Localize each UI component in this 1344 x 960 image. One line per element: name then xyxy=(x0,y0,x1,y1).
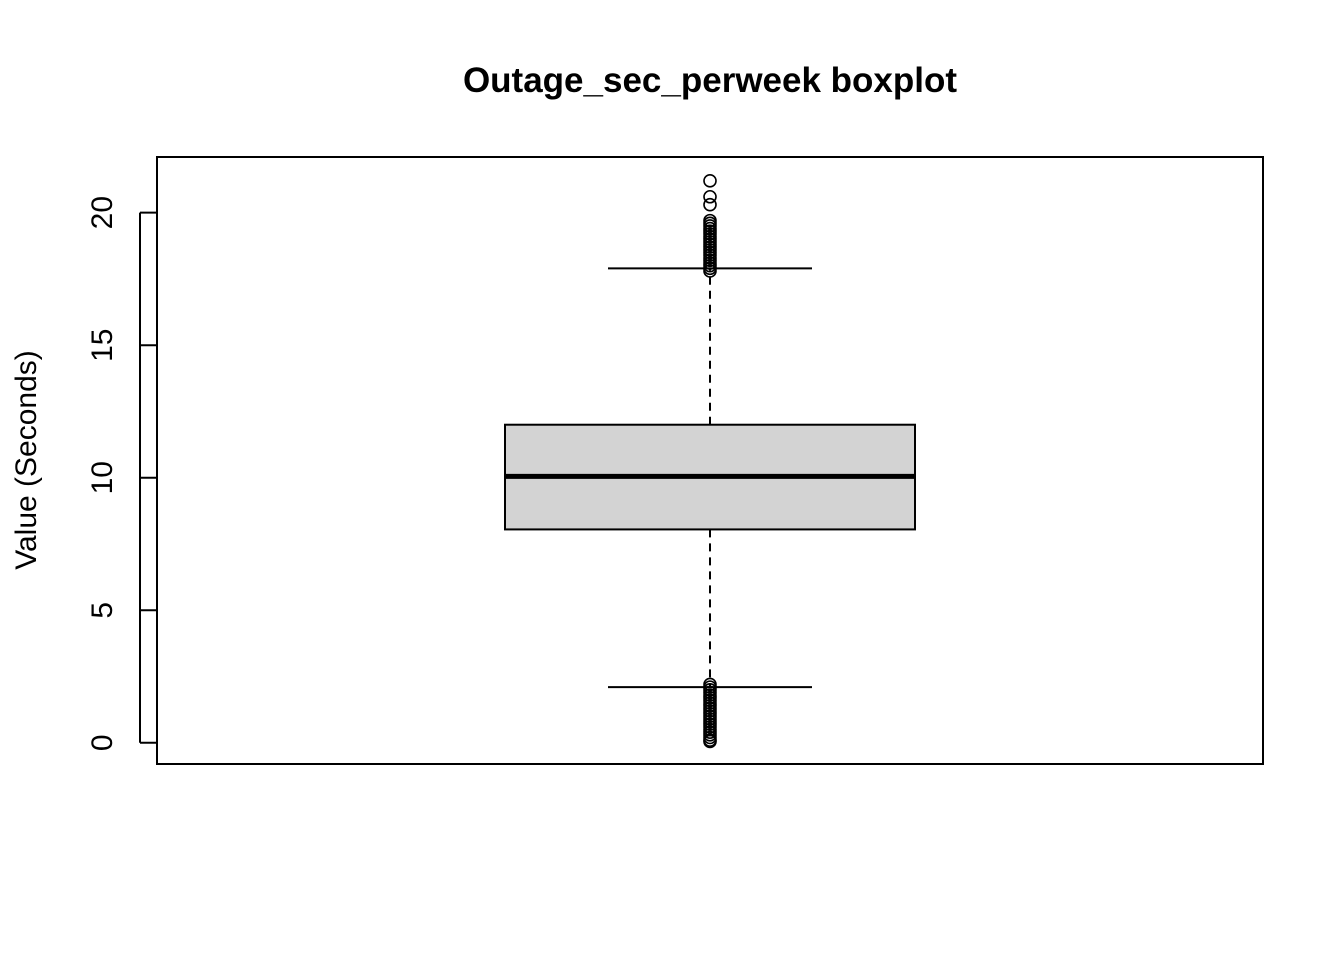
y-tick-label: 0 xyxy=(86,734,119,751)
outliers-group xyxy=(703,174,717,749)
outlier-point-high xyxy=(703,197,717,212)
plot-frame xyxy=(156,156,1264,765)
outlier-point-high xyxy=(703,213,717,228)
y-tick-label: 10 xyxy=(86,461,119,494)
chart-title: Outage_sec_perweek boxplot xyxy=(463,61,957,100)
outlier-point-high xyxy=(703,189,717,204)
box-group xyxy=(504,267,916,689)
y-tick-label: 20 xyxy=(86,196,119,229)
outlier-point-high xyxy=(703,174,717,188)
outlier-point-low xyxy=(703,677,717,692)
y-tick-label: 15 xyxy=(86,329,119,362)
y-axis: 0 5 10 15 20 xyxy=(86,196,157,751)
y-axis-label: Value (Seconds) xyxy=(10,350,43,570)
y-tick-label: 5 xyxy=(86,602,119,619)
